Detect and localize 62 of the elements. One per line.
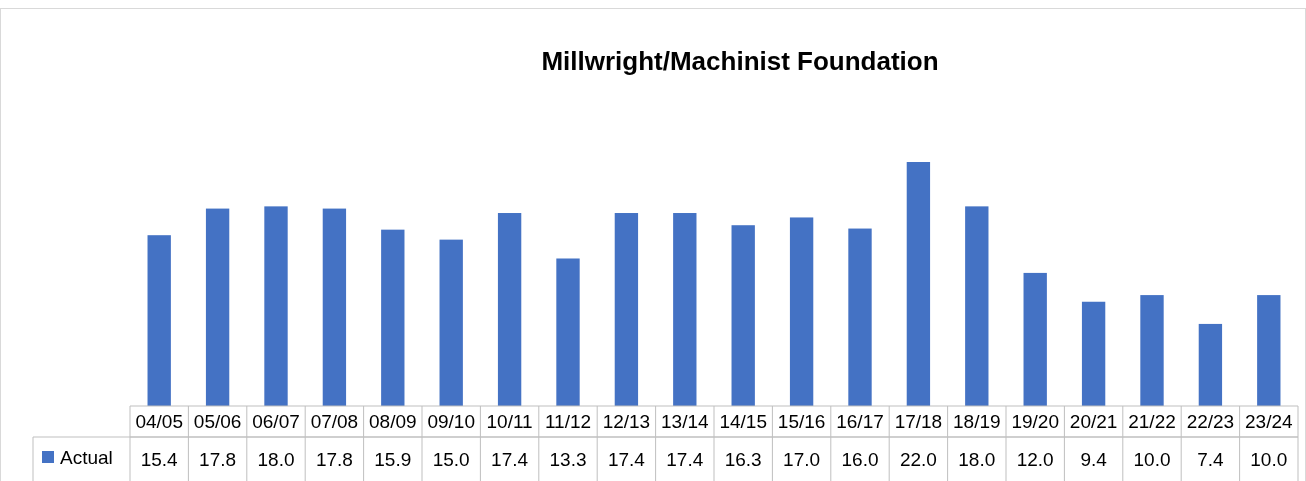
data-label: 17.4 [666, 449, 704, 470]
x-tick-label: 13/14 [661, 411, 710, 432]
bar [264, 206, 288, 406]
data-label: 13.3 [549, 449, 587, 470]
x-tick-label: 09/10 [427, 411, 475, 432]
data-label: 17.4 [491, 449, 529, 470]
bar [906, 162, 931, 406]
x-tick-label: 20/21 [1069, 411, 1118, 432]
x-tick-label: 14/15 [719, 411, 767, 432]
data-label: 9.4 [1080, 449, 1108, 470]
data-label: 22.0 [899, 449, 937, 470]
bar [439, 239, 463, 406]
data-label: 12.0 [1016, 449, 1054, 470]
legend-label: Actual [60, 447, 113, 468]
bar [1081, 301, 1106, 406]
x-tick-label: 12/13 [602, 411, 651, 432]
x-tick-label: 17/18 [894, 411, 943, 432]
x-tick-label: 21/22 [1128, 411, 1176, 432]
bar [673, 213, 697, 406]
bar [322, 208, 347, 406]
bar [381, 229, 405, 406]
x-tick-label: 16/17 [836, 411, 884, 432]
bar [497, 213, 522, 406]
data-label: 18.0 [257, 449, 295, 470]
data-label: 10.0 [1133, 449, 1171, 470]
x-tick-label: 11/12 [544, 411, 592, 432]
x-tick-label: 06/07 [252, 411, 300, 432]
bar [147, 235, 171, 406]
data-label: 17.8 [315, 449, 353, 470]
x-tick-label: 05/06 [193, 411, 242, 432]
x-tick-label: 23/24 [1245, 411, 1294, 432]
bar [1140, 295, 1164, 406]
data-label: 10.0 [1250, 449, 1288, 470]
x-tick-label: 07/08 [310, 411, 359, 432]
data-label: 7.4 [1197, 449, 1225, 470]
x-tick-label: 22/23 [1186, 411, 1235, 432]
x-tick-label: 04/05 [135, 411, 183, 432]
x-tick-label: 19/20 [1011, 411, 1059, 432]
data-label: 15.4 [140, 449, 179, 470]
data-label: 18.0 [958, 449, 996, 470]
bar [1023, 272, 1047, 406]
x-tick-label: 08/09 [369, 411, 417, 432]
x-tick-label: 18/19 [953, 411, 1001, 432]
data-label: 17.0 [783, 449, 821, 470]
data-label: 17.4 [607, 449, 646, 470]
data-label: 17.8 [199, 449, 237, 470]
bar [205, 208, 230, 406]
x-tick-label: 10/11 [486, 411, 533, 432]
data-label: 16.0 [841, 449, 879, 470]
bar [731, 225, 755, 406]
bar [556, 258, 580, 406]
bar [614, 213, 639, 406]
bar [1198, 323, 1223, 406]
data-label: 16.3 [724, 449, 762, 470]
data-label: 15.9 [374, 449, 412, 470]
bar [848, 228, 872, 406]
chart-title: Millwright/Machinist Foundation [541, 46, 939, 76]
bar [965, 206, 989, 406]
bar [789, 217, 814, 406]
data-label: 15.0 [432, 449, 470, 470]
bar [1257, 295, 1281, 406]
x-tick-label: 15/16 [777, 411, 826, 432]
